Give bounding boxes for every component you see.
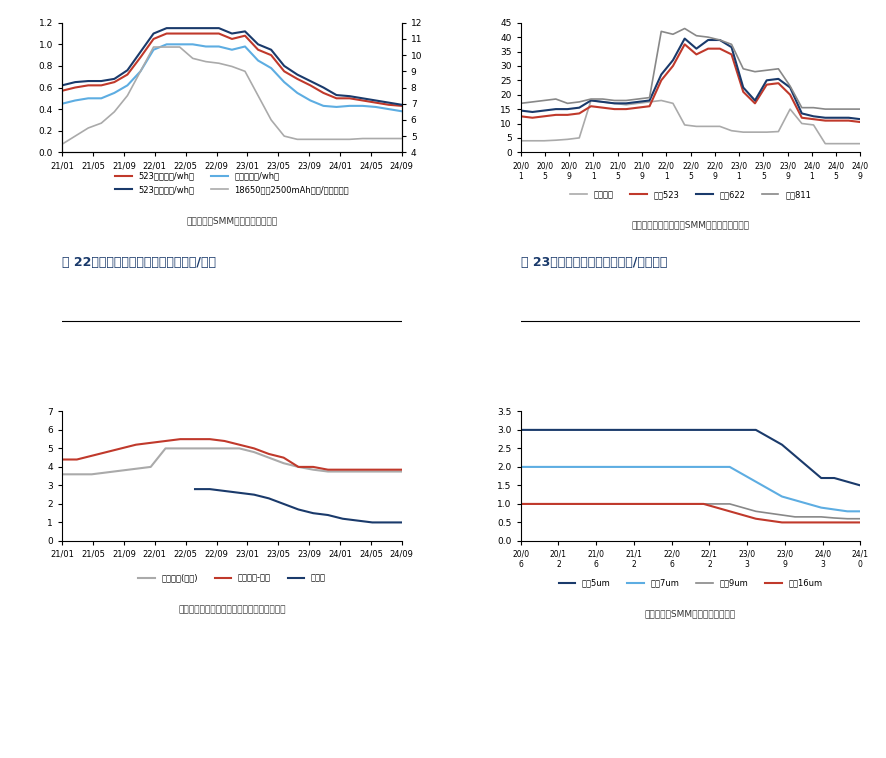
Text: 图 22：电池负极材料价格走势（万元/吨）: 图 22：电池负极材料价格走势（万元/吨） — [62, 256, 216, 269]
Text: 数据来源：SMM，东吴证券研究所: 数据来源：SMM，东吴证券研究所 — [186, 217, 277, 226]
Text: 数据来源：鑫椤资讯、百川，东吴证券研究所: 数据来源：鑫椤资讯、百川，东吴证券研究所 — [178, 605, 285, 614]
Text: 数据来源：鑫椤资讯、SMM，东吴证券研究所: 数据来源：鑫椤资讯、SMM，东吴证券研究所 — [631, 221, 749, 230]
Legend: 523方形（元/wh）, 523软包（元/wh）, 方形铁（元/wh）, 18650圆柱2500mAh（元/支，右轴）: 523方形（元/wh）, 523软包（元/wh）, 方形铁（元/wh）, 186… — [112, 168, 352, 197]
Legend: 磷酸铁锂, 三元523, 三元622, 三元811: 磷酸铁锂, 三元523, 三元622, 三元811 — [566, 187, 813, 202]
Legend: 天然石墨(中端), 人造负极-百川, 石墨化: 天然石墨(中端), 人造负极-百川, 石墨化 — [135, 570, 329, 586]
Legend: 湿法5um, 湿法7um, 湿法9um, 干法16um: 湿法5um, 湿法7um, 湿法9um, 干法16um — [555, 575, 825, 591]
Text: 图 23：部分隔膜价格走势（元/平方米）: 图 23：部分隔膜价格走势（元/平方米） — [520, 256, 666, 269]
Text: 数据来源：SMM，东吴证券研究所: 数据来源：SMM，东吴证券研究所 — [644, 609, 735, 618]
